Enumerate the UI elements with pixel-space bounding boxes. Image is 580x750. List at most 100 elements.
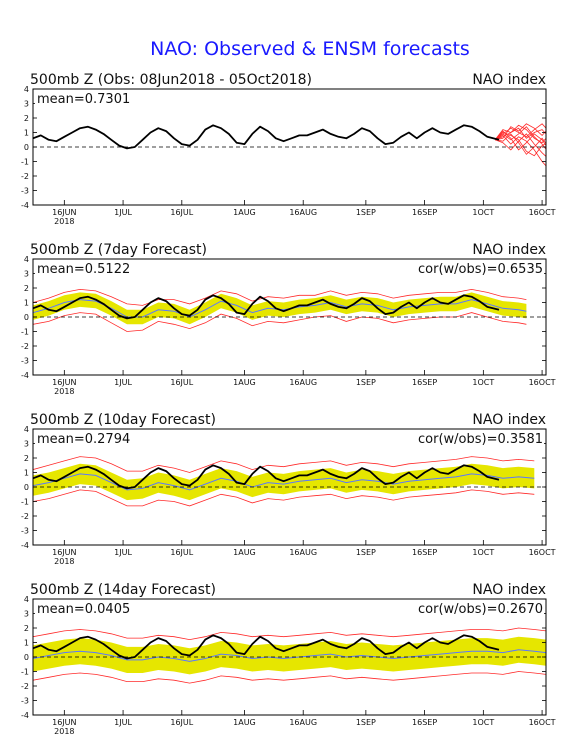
mean-label-box: mean=0.0405 xyxy=(35,601,130,617)
forecast-member-line-7 xyxy=(494,134,546,167)
x-tick-label: 1JUL xyxy=(114,378,132,387)
x-tick-label: 1OCT xyxy=(472,548,494,557)
x-tick-label: 1JUL xyxy=(114,208,132,217)
observed-nao-line xyxy=(33,634,500,660)
mean-label-background xyxy=(35,91,121,106)
x-tick-label: 16JUN xyxy=(52,208,76,217)
y-tick-label: 2 xyxy=(24,454,29,463)
x-tick-label: 16SEP xyxy=(412,208,437,217)
x-tick-label: 16AUG xyxy=(289,718,317,727)
x-tick-label: 1AUG xyxy=(233,548,256,557)
member-envelope-low-line xyxy=(33,489,535,507)
correlation-label: cor(w/obs)=0.6535 xyxy=(418,262,543,277)
x-tick-label: 1JUL xyxy=(114,548,132,557)
x-tick-label: 1AUG xyxy=(233,378,256,387)
panel-header-right: NAO index xyxy=(472,412,546,428)
x-tick-label: 16OCT xyxy=(529,378,556,387)
forecast-member-line-2 xyxy=(494,130,546,151)
panel-2: 500mb Z (7day Forecast) NAO index 4 3 2 1 0 -1 -… xyxy=(21,242,556,396)
figure-title: NAO: Observed & ENSM forecasts xyxy=(150,38,470,60)
mean-label-background xyxy=(35,601,121,616)
panels: 500mb Z (Obs: 08Jun2018 - 05Oct2018) NAO … xyxy=(21,72,556,736)
y-tick-label: 3 xyxy=(24,270,29,279)
x-tick-label: 1OCT xyxy=(472,378,494,387)
x-tick-label: 1OCT xyxy=(472,718,494,727)
y-tick-label: -4 xyxy=(21,541,29,550)
observed-nao-line xyxy=(33,464,500,490)
member-envelope-high-line xyxy=(33,456,535,473)
x-tick-label: 16SEP xyxy=(412,548,437,557)
y-tick-label: 3 xyxy=(24,100,29,109)
x-tick-year-label: 2018 xyxy=(54,557,74,566)
x-tick-label: 16JUN xyxy=(52,718,76,727)
y-tick-label: 1 xyxy=(24,299,29,308)
plot-area xyxy=(33,123,546,167)
x-tick-label: 16AUG xyxy=(289,548,317,557)
y-tick-label: -3 xyxy=(21,697,29,706)
panel-header-left: 500mb Z (10day Forecast) xyxy=(30,412,216,428)
y-tick-label: 1 xyxy=(24,129,29,138)
x-tick-label: 16OCT xyxy=(529,208,556,217)
panel-header-left: 500mb Z (7day Forecast) xyxy=(30,242,207,258)
y-tick-label: -1 xyxy=(21,498,29,507)
correlation-label-box: cor(w/obs)=0.6535 xyxy=(398,261,544,277)
y-tick-label: -2 xyxy=(21,342,29,351)
plot-area xyxy=(33,456,535,507)
y-tick-label: 1 xyxy=(24,639,29,648)
panel-header-right: NAO index xyxy=(472,242,546,258)
plot-area xyxy=(33,288,527,332)
x-tick-label: 16JUN xyxy=(52,548,76,557)
panel-1: 500mb Z (Obs: 08Jun2018 - 05Oct2018) NAO … xyxy=(21,72,556,226)
y-tick-label: -2 xyxy=(21,682,29,691)
x-tick-label: 16AUG xyxy=(289,378,317,387)
y-tick-label: -2 xyxy=(21,172,29,181)
mean-label-box: mean=0.2794 xyxy=(35,431,130,447)
correlation-label-box: cor(w/obs)=0.3581 xyxy=(398,431,544,447)
x-tick-label: 16JUL xyxy=(170,208,193,217)
y-tick-label: 4 xyxy=(24,595,29,604)
panel-3: 500mb Z (10day Forecast) NAO index 4 3 2 1 0 -1… xyxy=(21,412,556,566)
panel-header-right: NAO index xyxy=(472,72,546,88)
y-tick-label: 4 xyxy=(24,85,29,94)
y-tick-label: 0 xyxy=(24,313,29,322)
x-tick-label: 1SEP xyxy=(356,548,376,557)
mean-label-box: mean=0.7301 xyxy=(35,91,130,107)
mean-label: mean=0.0405 xyxy=(37,602,130,617)
y-tick-label: 0 xyxy=(24,143,29,152)
ensemble-mean-line xyxy=(33,649,546,662)
y-tick-label: 0 xyxy=(24,483,29,492)
y-tick-label: -4 xyxy=(21,201,29,210)
x-tick-label: 1AUG xyxy=(233,718,256,727)
member-envelope-high-line xyxy=(33,288,527,306)
y-tick-label: -1 xyxy=(21,158,29,167)
x-tick-year-label: 2018 xyxy=(54,217,74,226)
ensemble-spread-band xyxy=(33,292,527,325)
x-tick-label: 1SEP xyxy=(356,208,376,217)
y-tick-label: 2 xyxy=(24,114,29,123)
x-tick-label: 1SEP xyxy=(356,378,376,387)
panel-header-left: 500mb Z (Obs: 08Jun2018 - 05Oct2018) xyxy=(30,72,312,88)
member-envelope-high-line xyxy=(33,627,546,641)
x-tick-year-label: 2018 xyxy=(54,727,74,736)
forecast-member-line-9 xyxy=(495,133,546,155)
x-tick-label: 16JUL xyxy=(170,718,193,727)
mean-label-background xyxy=(35,431,121,446)
x-tick-label: 16AUG xyxy=(289,208,317,217)
y-tick-label: -3 xyxy=(21,357,29,366)
x-tick-label: 16SEP xyxy=(412,378,437,387)
y-tick-label: 3 xyxy=(24,610,29,619)
ensemble-mean-line xyxy=(33,473,535,491)
y-tick-label: 1 xyxy=(24,469,29,478)
x-tick-label: 16JUL xyxy=(170,548,193,557)
y-tick-label: -3 xyxy=(21,527,29,536)
member-envelope-low-line xyxy=(33,671,546,684)
y-tick-label: 2 xyxy=(24,624,29,633)
x-tick-label: 1JUL xyxy=(114,718,132,727)
x-tick-label: 16JUL xyxy=(170,378,193,387)
y-tick-label: -4 xyxy=(21,711,29,720)
mean-label-background xyxy=(35,261,121,276)
ensemble-spread-band xyxy=(33,636,546,675)
forecast-member-line-4 xyxy=(494,133,546,157)
y-tick-label: 2 xyxy=(24,284,29,293)
